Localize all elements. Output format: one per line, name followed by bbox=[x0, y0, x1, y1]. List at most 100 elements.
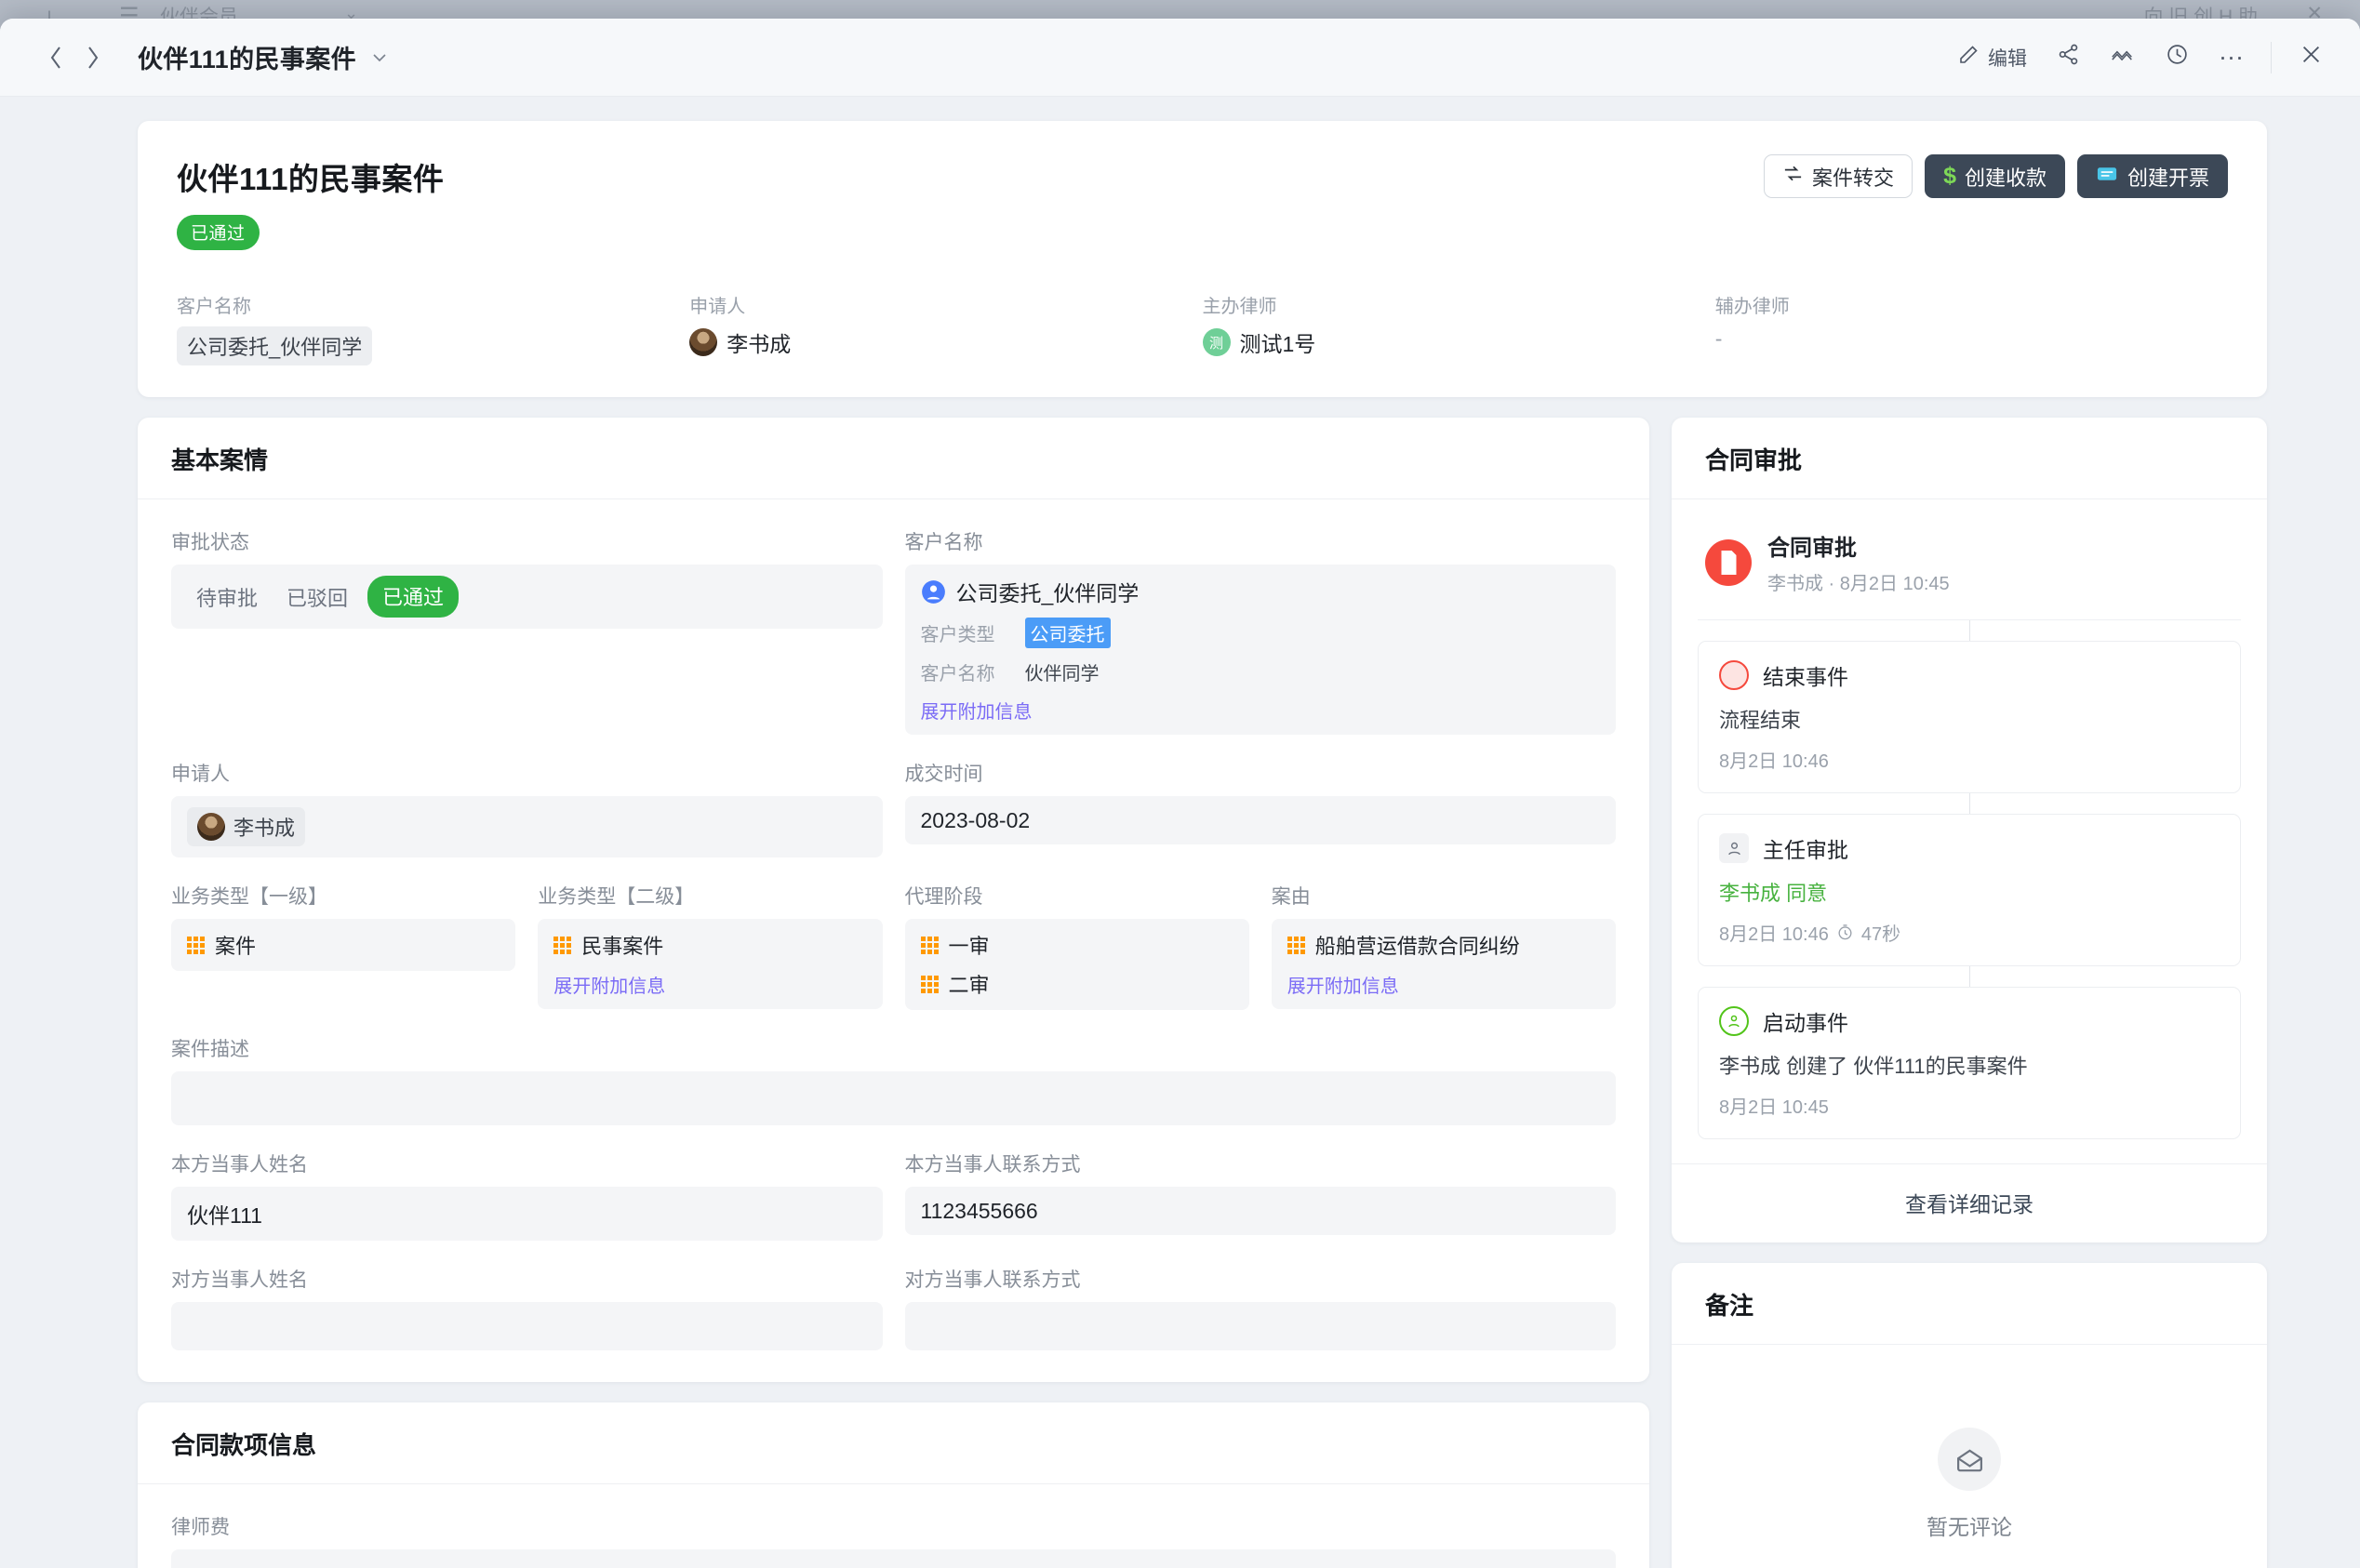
chevron-down-icon[interactable] bbox=[369, 47, 390, 68]
biz-type-2-expand-link[interactable]: 展开附加信息 bbox=[553, 977, 666, 997]
cause-value: 船舶营运借款合同纠纷 bbox=[1314, 935, 1520, 958]
create-invoice-label: 创建开票 bbox=[2127, 166, 2209, 190]
invoice-ticket-icon bbox=[2096, 164, 2119, 190]
right-column: 合同审批 合同审批 李书成 · 8月2日 10:45 bbox=[1672, 418, 2267, 1568]
titlebar-actions: 编辑 bbox=[1945, 36, 2336, 79]
header-field-customer: 客户名称 公司委托_伙伴同学 bbox=[177, 291, 689, 365]
approval-status-option-approved[interactable]: 已通过 bbox=[367, 576, 460, 618]
history-clock-icon bbox=[2166, 43, 2189, 72]
agency-stage-value-1: 一审 bbox=[948, 935, 990, 958]
share-icon bbox=[2057, 43, 2080, 72]
customer-expand-link[interactable]: 展开附加信息 bbox=[920, 702, 1033, 723]
field-approval-status: 审批状态 待审批 已驳回 已通过 bbox=[171, 527, 883, 629]
field-our-party-contact-label: 本方当事人联系方式 bbox=[904, 1154, 1081, 1176]
biz-type-2-value: 民事案件 bbox=[581, 935, 664, 958]
header-field-customer-label: 客户名称 bbox=[177, 297, 251, 317]
case-header-card: 伙伴111的民事案件 已通过 案件转交 $ 创建收款 bbox=[138, 121, 2267, 397]
case-detail-content: 伙伴111的民事案件 已通过 案件转交 $ 创建收款 bbox=[0, 97, 2360, 1568]
approval-status-segmented[interactable]: 待审批 已驳回 已通过 bbox=[171, 565, 883, 629]
transfer-case-label: 案件转交 bbox=[1812, 166, 1895, 190]
user-square-icon bbox=[1719, 833, 1749, 863]
document-icon bbox=[1705, 538, 1752, 586]
link-chain-icon bbox=[2110, 43, 2136, 72]
timeline-connector bbox=[1969, 793, 1970, 814]
field-biz-type-2: 业务类型【二级】 民事案件 展开附加信息 bbox=[538, 882, 883, 1009]
field-other-party-name-label: 对方当事人姓名 bbox=[171, 1269, 308, 1291]
lawyer-fee-value[interactable]: 15000 元 bbox=[171, 1549, 1616, 1568]
create-invoice-button[interactable]: 创建开票 bbox=[2076, 154, 2228, 198]
create-receipt-button[interactable]: $ 创建收款 bbox=[1925, 154, 2065, 198]
field-customer-name-label: 客户名称 bbox=[904, 532, 983, 553]
view-detail-records-link[interactable]: 查看详细记录 bbox=[1672, 1163, 2267, 1242]
header-action-buttons: 案件转交 $ 创建收款 创建开票 bbox=[1764, 154, 2228, 198]
bg-tab-caret-icon: ⌄ bbox=[344, 4, 359, 22]
stopwatch-icon bbox=[1836, 924, 1854, 941]
timeline-title: 启动事件 bbox=[1763, 1011, 1848, 1035]
close-button[interactable] bbox=[2287, 36, 2336, 79]
avatar bbox=[689, 328, 718, 356]
timeline-item-end-event[interactable]: 结束事件 流程结束 8月2日 10:46 bbox=[1698, 641, 2241, 814]
field-agency-stage: 代理阶段 一审 二审 bbox=[904, 882, 1249, 1010]
cause-expand-link[interactable]: 展开附加信息 bbox=[1287, 977, 1399, 997]
user-circle-icon bbox=[921, 579, 946, 605]
field-lawyer-fee: 律师费 15000 元 bbox=[171, 1512, 1616, 1568]
field-biz-type-1: 业务类型【一级】 案件 bbox=[171, 882, 516, 971]
avatar bbox=[197, 813, 225, 841]
basic-case-card: 基本案情 审批状态 待审批 已驳回 已通过 bbox=[138, 418, 1649, 1382]
status-badge: 已通过 bbox=[177, 215, 260, 250]
field-case-desc-label: 案件描述 bbox=[171, 1039, 249, 1060]
agency-stage-value-2: 二审 bbox=[948, 974, 990, 997]
field-our-party-name: 本方当事人姓名 伙伴111 bbox=[171, 1149, 883, 1241]
our-party-name-value[interactable]: 伙伴111 bbox=[171, 1187, 883, 1241]
biz-type-1-box[interactable]: 案件 bbox=[171, 919, 516, 971]
contract-payment-card: 合同款项信息 律师费 15000 元 收款状态 bbox=[138, 1402, 1649, 1568]
customer-subname-value: 伙伴同学 bbox=[1024, 664, 1100, 684]
header-field-lead-lawyer-label: 主办律师 bbox=[1202, 297, 1277, 317]
applicant-box[interactable]: 李书成 bbox=[171, 796, 883, 857]
timeline-desc: 流程结束 bbox=[1719, 709, 1802, 732]
header-field-applicant: 申请人 李书成 bbox=[689, 291, 1202, 365]
biz-type-2-box[interactable]: 民事案件 展开附加信息 bbox=[538, 919, 883, 1009]
header-field-assist-lawyer-value: - bbox=[1714, 326, 1723, 351]
header-field-applicant-value: 李书成 bbox=[727, 332, 792, 356]
link-button[interactable] bbox=[2098, 36, 2148, 79]
timeline-item-director-approval[interactable]: 主任审批 李书成 同意 8月2日 10:46 bbox=[1698, 814, 2241, 987]
contract-payment-body: 律师费 15000 元 收款状态 待收款 部分收款 bbox=[138, 1484, 1649, 1568]
header-field-lead-lawyer-value: 测试1号 bbox=[1239, 332, 1316, 356]
page-title: 伙伴111的民事案件 bbox=[138, 46, 357, 73]
our-party-contact-value[interactable]: 1123455666 bbox=[904, 1187, 1616, 1235]
header-field-assist-lawyer-label: 辅办律师 bbox=[1714, 297, 1790, 317]
field-deal-time: 成交时间 2023-08-02 bbox=[904, 759, 1616, 857]
history-button[interactable] bbox=[2153, 36, 2201, 79]
cause-box[interactable]: 船舶营运借款合同纠纷 展开附加信息 bbox=[1271, 919, 1616, 1009]
forward-button[interactable] bbox=[74, 39, 112, 76]
share-button[interactable] bbox=[2045, 36, 2092, 79]
approval-timeline: 结束事件 流程结束 8月2日 10:46 bbox=[1698, 619, 2241, 1163]
grid-icon bbox=[920, 975, 939, 993]
field-other-party-contact: 对方当事人联系方式 bbox=[904, 1265, 1616, 1350]
approval-status-option-pending[interactable]: 待审批 bbox=[196, 586, 259, 610]
edit-button[interactable]: 编辑 bbox=[1945, 36, 2039, 79]
timeline-desc: 李书成 创建了 伙伴111的民事案件 bbox=[1719, 1055, 2028, 1078]
field-biz-type-2-label: 业务类型【二级】 bbox=[538, 886, 695, 908]
timeline-item-start-event[interactable]: 启动事件 李书成 创建了 伙伴111的民事案件 8月2日 10:45 bbox=[1698, 987, 2241, 1139]
other-party-name-value[interactable] bbox=[171, 1302, 883, 1350]
field-cause-label: 案由 bbox=[1271, 886, 1311, 908]
remarks-card: 备注 暂无评论 bbox=[1672, 1263, 2267, 1568]
grid-icon bbox=[920, 936, 939, 954]
approval-title: 合同审批 bbox=[1672, 418, 2267, 499]
other-party-contact-value[interactable] bbox=[904, 1302, 1616, 1350]
transfer-case-button[interactable]: 案件转交 bbox=[1764, 154, 1913, 198]
approval-status-option-rejected[interactable]: 已驳回 bbox=[287, 586, 349, 610]
remarks-body: 暂无评论 bbox=[1672, 1345, 2267, 1568]
header-summary-fields: 客户名称 公司委托_伙伴同学 申请人 李书成 主办律师 测 测试1号 bbox=[177, 291, 2228, 365]
customer-subname-row: 客户名称 伙伴同学 bbox=[921, 658, 1601, 685]
timeline-title: 主任审批 bbox=[1763, 838, 1848, 862]
field-our-party-contact: 本方当事人联系方式 1123455666 bbox=[904, 1149, 1616, 1241]
customer-name-box[interactable]: 公司委托_伙伴同学 客户类型 公司委托 客户名称 伙伴同学 bbox=[904, 565, 1616, 735]
deal-time-value[interactable]: 2023-08-02 bbox=[904, 796, 1616, 844]
agency-stage-box[interactable]: 一审 二审 bbox=[904, 919, 1249, 1010]
more-button[interactable]: ··· bbox=[2207, 36, 2256, 79]
case-desc-value[interactable] bbox=[171, 1071, 1616, 1125]
back-button[interactable] bbox=[37, 39, 74, 76]
